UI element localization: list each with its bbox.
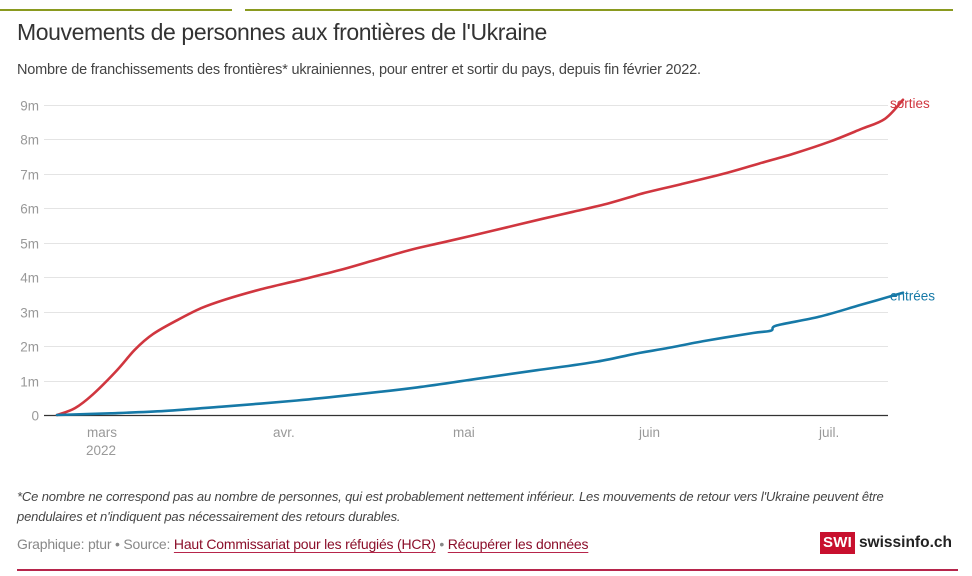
line-chart: 0 1m 2m 3m 4m 5m 6m 7m 8m 9m mars 2022 avr. mai juin j… bbox=[20, 96, 935, 458]
x-tick-label: mars bbox=[87, 425, 117, 440]
swissinfo-wordmark: swissinfo.ch bbox=[858, 534, 952, 551]
series-label-entrees: entrées bbox=[890, 289, 935, 304]
top-accent-bar-right bbox=[245, 9, 953, 11]
x-tick-label: juil. bbox=[818, 425, 839, 440]
y-tick-label: 0 bbox=[31, 409, 39, 424]
series-line-sorties bbox=[55, 98, 905, 417]
credits: Graphique: ptur • Source: Haut Commissar… bbox=[17, 536, 589, 552]
credit-separator: • bbox=[435, 536, 448, 552]
y-tick-label: 2m bbox=[20, 340, 39, 355]
y-axis-ticks: 0 1m 2m 3m 4m 5m 6m 7m 8m 9m bbox=[20, 99, 39, 424]
gridlines bbox=[44, 105, 888, 382]
download-data-link[interactable]: Récupérer les données bbox=[447, 536, 589, 552]
source-link[interactable]: Haut Commissariat pour les réfugiés (HCR… bbox=[173, 536, 436, 552]
x-tick-label: avr. bbox=[273, 425, 295, 440]
y-tick-label: 9m bbox=[20, 99, 39, 114]
swi-logo-mark: SWI bbox=[820, 532, 855, 554]
top-accent-bar-left bbox=[0, 9, 232, 11]
y-tick-label: 7m bbox=[20, 168, 39, 183]
chart-subtitle: Nombre de franchissements des frontières… bbox=[17, 62, 701, 78]
x-tick-year-label: 2022 bbox=[86, 443, 116, 458]
series-labels: sorties entrées bbox=[890, 96, 935, 304]
y-tick-label: 4m bbox=[20, 271, 39, 286]
bottom-accent-bar bbox=[17, 569, 958, 571]
x-tick-label: mai bbox=[453, 425, 475, 440]
y-tick-label: 5m bbox=[20, 237, 39, 252]
series-label-sorties: sorties bbox=[890, 96, 930, 111]
y-tick-label: 8m bbox=[20, 133, 39, 148]
x-tick-label: juin bbox=[638, 425, 660, 440]
y-tick-label: 6m bbox=[20, 202, 39, 217]
swissinfo-logo[interactable]: SWI swissinfo.ch bbox=[820, 532, 952, 554]
y-tick-label: 1m bbox=[20, 375, 39, 390]
chart-title: Mouvements de personnes aux frontières d… bbox=[17, 19, 547, 45]
y-tick-label: 3m bbox=[20, 306, 39, 321]
footnote: *Ce nombre ne correspond pas au nombre d… bbox=[17, 489, 884, 524]
x-axis-ticks: mars 2022 avr. mai juin juil. bbox=[86, 425, 839, 458]
series-lines bbox=[55, 98, 905, 417]
series-line-entrees bbox=[55, 291, 905, 417]
credit-prefix: Graphique: ptur • Source: bbox=[17, 536, 174, 552]
